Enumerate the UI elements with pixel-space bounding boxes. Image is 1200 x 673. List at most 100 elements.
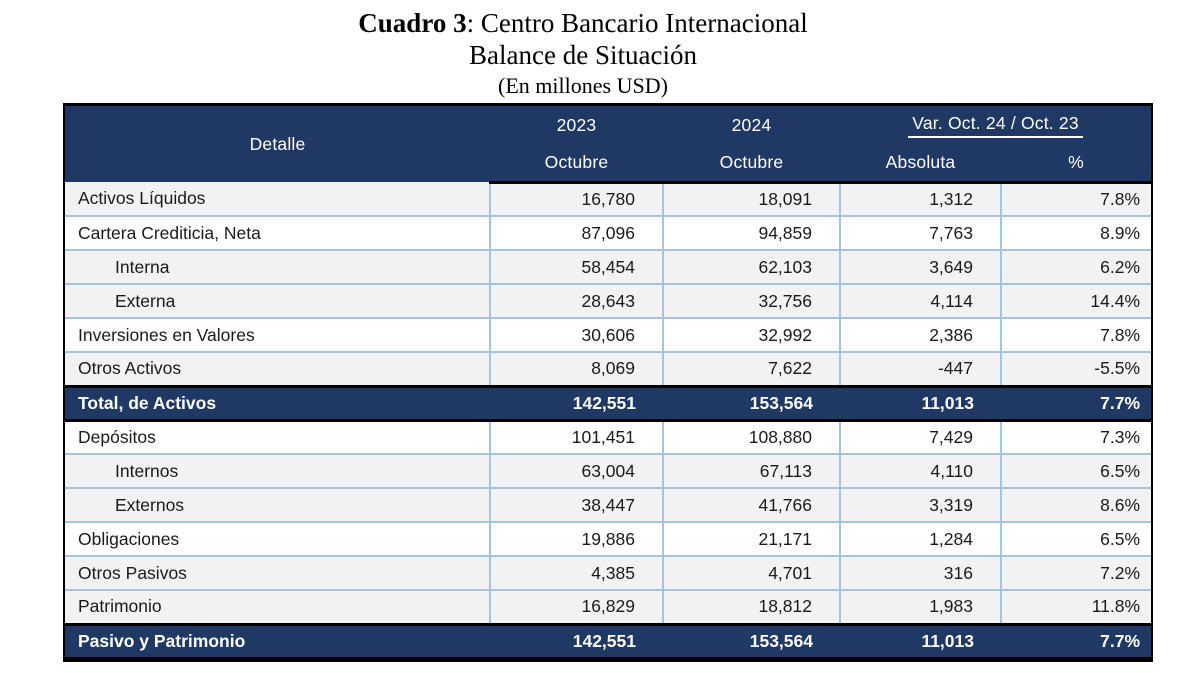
value-absoluta: 11,013	[840, 622, 1001, 660]
value-absoluta: 7,429	[839, 420, 1001, 455]
table-row: Activos Líquidos 16,780 18,091 1,312 7.8%	[65, 182, 1152, 217]
col-header-year-2024: 2024	[663, 106, 840, 144]
col-header-percent: %	[1001, 144, 1152, 184]
value-2024: 62,103	[662, 250, 840, 285]
table-row: Obligaciones 19,886 21,171 1,284 6.5%	[65, 522, 1152, 557]
value-percent: 7.8%	[999, 318, 1152, 353]
table-body: Activos Líquidos 16,780 18,091 1,312 7.8% Car…	[65, 182, 1152, 660]
value-2023: 38,447	[489, 488, 663, 523]
value-percent: 6.5%	[999, 454, 1152, 489]
value-absoluta: 3,319	[839, 488, 1001, 523]
value-2023: 101,451	[489, 420, 663, 455]
table-title-text: : Centro Bancario Internacional	[466, 8, 808, 38]
value-percent: 6.5%	[999, 522, 1152, 557]
value-2023: 19,886	[489, 522, 663, 557]
value-absoluta: 4,114	[839, 284, 1001, 319]
value-absoluta: 1,983	[839, 590, 1001, 625]
table-row: Externa 28,643 32,756 4,114 14.4%	[65, 284, 1152, 319]
value-percent: -5.5%	[999, 352, 1152, 387]
value-absoluta: 2,386	[839, 318, 1001, 353]
value-absoluta: -447	[839, 352, 1001, 387]
value-2024: 153,564	[663, 622, 840, 660]
value-absoluta: 7,763	[839, 216, 1001, 251]
value-2024: 153,564	[663, 384, 840, 422]
value-2024: 94,859	[662, 216, 840, 251]
value-2023: 8,069	[489, 352, 663, 387]
row-label: Obligaciones	[65, 522, 490, 557]
row-label: Activos Líquidos	[65, 182, 490, 217]
value-2023: 142,551	[490, 622, 663, 660]
value-2024: 18,091	[662, 182, 840, 217]
value-percent: 11.8%	[999, 590, 1152, 625]
value-percent: 6.2%	[999, 250, 1152, 285]
row-label: Depósitos	[65, 420, 490, 455]
value-2023: 63,004	[489, 454, 663, 489]
value-percent: 7.3%	[999, 420, 1152, 455]
row-label: Otros Activos	[65, 352, 490, 387]
units-label: (En millones USD)	[498, 73, 668, 98]
value-2024: 67,113	[662, 454, 840, 489]
row-label: Pasivo y Patrimonio	[65, 622, 490, 660]
value-2023: 30,606	[489, 318, 663, 353]
value-2023: 16,829	[489, 590, 663, 625]
table-row: Otros Activos 8,069 7,622 -447 -5.5%	[65, 352, 1152, 387]
table-row: Externos 38,447 41,766 3,319 8.6%	[65, 488, 1152, 523]
value-percent: 8.9%	[999, 216, 1152, 251]
table-subtitle: Balance de Situación	[469, 40, 697, 70]
table-row: Internos 63,004 67,113 4,110 6.5%	[65, 454, 1152, 489]
value-2024: 32,992	[662, 318, 840, 353]
value-2024: 32,756	[662, 284, 840, 319]
value-2023: 58,454	[489, 250, 663, 285]
value-absoluta: 11,013	[840, 384, 1001, 422]
total-row: Pasivo y Patrimonio 142,551 153,564 11,013 7…	[65, 622, 1152, 660]
document-title: Cuadro 3: Centro Bancario Internacional …	[0, 7, 1183, 100]
value-percent: 7.7%	[1001, 622, 1152, 660]
total-row: Total, de Activos 142,551 153,564 11,013 7.7…	[65, 384, 1152, 422]
value-percent: 7.8%	[999, 182, 1152, 217]
balance-table: Detalle 2023 2024 Var. Oct. 24 / Oct. 23…	[65, 106, 1152, 660]
col-header-year-2023: 2023	[490, 106, 663, 144]
table-title: Cuadro 3: Centro Bancario Internacional	[0, 7, 1183, 39]
value-percent: 7.7%	[1001, 384, 1152, 422]
table-row: Inversiones en Valores 30,606 32,992 2,386 7…	[65, 318, 1152, 353]
value-2024: 21,171	[662, 522, 840, 557]
table-row: Depósitos 101,451 108,880 7,429 7.3%	[65, 420, 1152, 455]
value-percent: 8.6%	[999, 488, 1152, 523]
row-label: Externos	[65, 488, 490, 523]
col-header-detalle: Detalle	[65, 106, 490, 182]
table-row: Interna 58,454 62,103 3,649 6.2%	[65, 250, 1152, 285]
col-header-month-2024: Octubre	[663, 144, 840, 184]
value-2023: 28,643	[489, 284, 663, 319]
value-2024: 4,701	[662, 556, 840, 591]
value-percent: 7.2%	[999, 556, 1152, 591]
row-label: Inversiones en Valores	[65, 318, 490, 353]
row-label: Otros Pasivos	[65, 556, 490, 591]
variation-title: Var. Oct. 24 / Oct. 23	[908, 113, 1083, 138]
value-absoluta: 1,284	[839, 522, 1001, 557]
col-header-absoluta: Absoluta	[840, 144, 1001, 184]
row-label: Patrimonio	[65, 590, 490, 625]
value-2024: 41,766	[662, 488, 840, 523]
table-header: Detalle 2023 2024 Var. Oct. 24 / Oct. 23…	[65, 106, 1152, 184]
value-2023: 87,096	[489, 216, 663, 251]
value-absoluta: 3,649	[839, 250, 1001, 285]
value-2024: 108,880	[662, 420, 840, 455]
row-label: Total, de Activos	[65, 384, 490, 422]
balance-table-container: Detalle 2023 2024 Var. Oct. 24 / Oct. 23…	[63, 103, 1153, 662]
value-absoluta: 4,110	[839, 454, 1001, 489]
table-row: Cartera Crediticia, Neta 87,096 94,859 7,76…	[65, 216, 1152, 251]
value-2024: 18,812	[662, 590, 840, 625]
col-header-variation: Var. Oct. 24 / Oct. 23	[840, 106, 1152, 144]
table-number: Cuadro 3	[358, 8, 467, 38]
value-2023: 4,385	[489, 556, 663, 591]
value-percent: 14.4%	[999, 284, 1152, 319]
table-row: Otros Pasivos 4,385 4,701 316 7.2%	[65, 556, 1152, 591]
row-label: Interna	[65, 250, 490, 285]
row-label: Externa	[65, 284, 490, 319]
value-absoluta: 316	[839, 556, 1001, 591]
value-2023: 16,780	[489, 182, 663, 217]
row-label: Cartera Crediticia, Neta	[65, 216, 490, 251]
table-row: Patrimonio 16,829 18,812 1,983 11.8%	[65, 590, 1152, 625]
col-header-month-2023: Octubre	[490, 144, 663, 184]
